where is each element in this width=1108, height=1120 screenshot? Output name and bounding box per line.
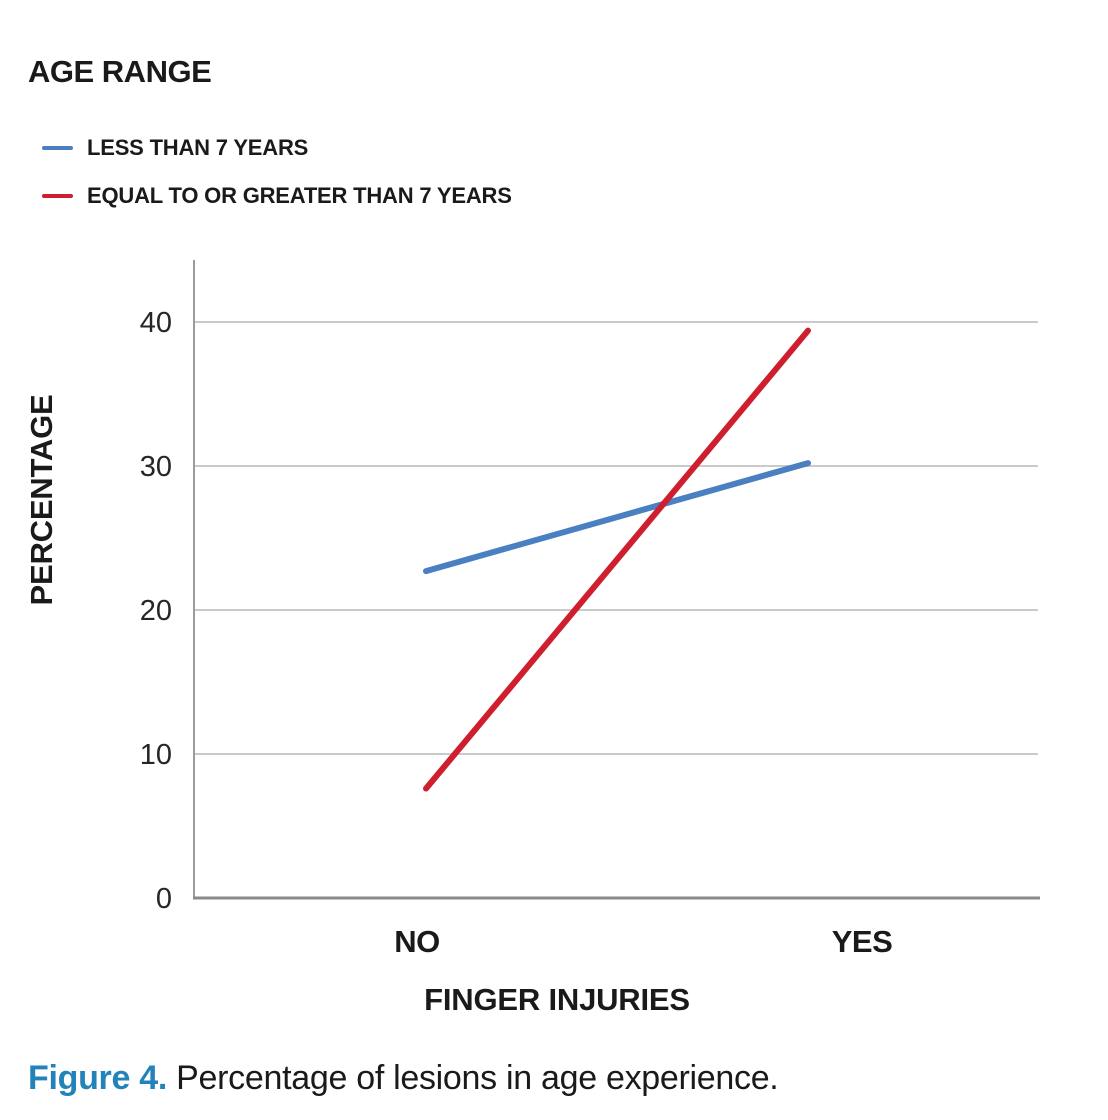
- y-tick-label-10: 10: [140, 739, 172, 771]
- x-category-label-yes: YES: [832, 924, 893, 959]
- series-line-1: [423, 327, 811, 792]
- figure-caption-text: Percentage of lesions in age experience.: [176, 1059, 779, 1097]
- legend-label-less-than-7-years: LESS THAN 7 YEARS: [87, 134, 309, 160]
- y-axis-title: PERCENTAGE: [24, 394, 59, 605]
- legend-title: AGE RANGE: [28, 54, 212, 89]
- figure-caption-label: Figure 4.: [28, 1059, 167, 1097]
- legend-item-gte-7-years: EQUAL TO OR GREATER THAN 7 YEARS: [42, 182, 512, 209]
- x-category-label-no: NO: [394, 924, 440, 959]
- legend-swatch-red-line-icon: [42, 193, 73, 198]
- y-tick-label-30: 30: [140, 451, 172, 483]
- x-axis-title: FINGER INJURIES: [424, 982, 690, 1017]
- y-tick-label-20: 20: [140, 595, 172, 627]
- figure-caption: Figure 4. Percentage of lesions in age e…: [28, 1058, 1078, 1099]
- y-tick-label-40: 40: [140, 307, 172, 339]
- chart-legend: LESS THAN 7 YEARS EQUAL TO OR GREATER TH…: [42, 134, 512, 230]
- legend-swatch-blue-line-icon: [42, 145, 73, 150]
- y-tick-label-0: 0: [156, 883, 172, 915]
- legend-item-less-than-7-years: LESS THAN 7 YEARS: [42, 134, 512, 161]
- series-line-0: [423, 460, 811, 575]
- legend-label-gte-7-years: EQUAL TO OR GREATER THAN 7 YEARS: [87, 182, 512, 208]
